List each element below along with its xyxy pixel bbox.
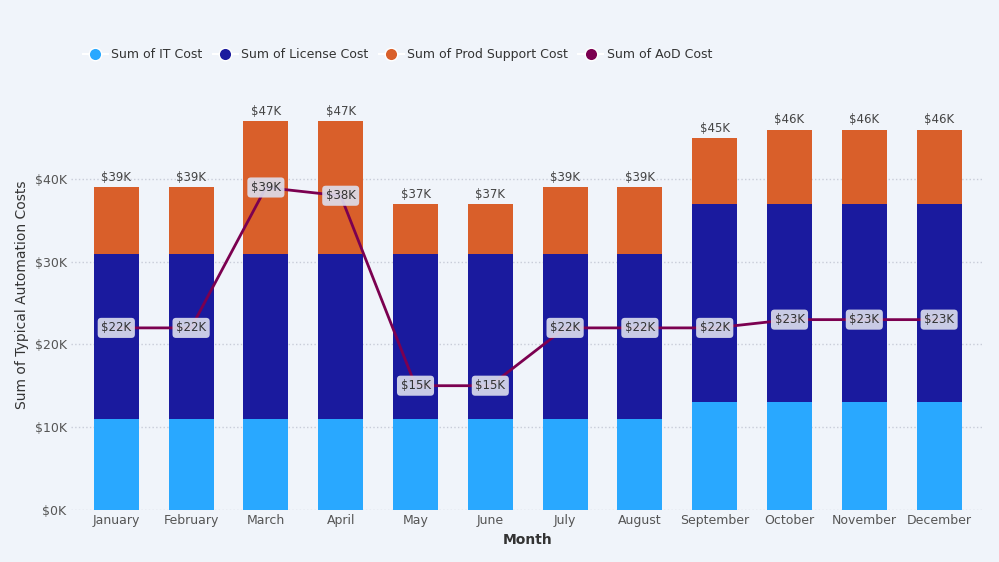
Bar [767,204,812,402]
Text: $37K: $37K [401,188,431,201]
Bar [767,130,812,204]
Bar [842,402,887,510]
Bar [468,204,512,253]
Text: $39K: $39K [550,171,580,184]
Bar [94,253,139,419]
Bar [94,188,139,253]
Text: $39K: $39K [101,171,131,184]
Bar [244,419,289,510]
Text: $46K: $46K [924,114,954,126]
Bar [468,419,512,510]
Bar [169,253,214,419]
Text: $37K: $37K [476,188,505,201]
Text: $23K: $23K [924,313,954,326]
Text: $23K: $23K [774,313,804,326]
Bar [617,188,662,253]
Bar [917,130,962,204]
Bar [319,253,364,419]
Bar [692,204,737,402]
Bar [393,419,438,510]
Bar [94,419,139,510]
Text: $47K: $47K [251,105,281,118]
Text: $22K: $22K [550,321,580,334]
Bar [917,402,962,510]
Text: $39K: $39K [251,181,281,194]
Text: $46K: $46K [849,114,879,126]
Bar [169,188,214,253]
Text: $39K: $39K [176,171,206,184]
Legend: Sum of IT Cost, Sum of License Cost, Sum of Prod Support Cost, Sum of AoD Cost: Sum of IT Cost, Sum of License Cost, Sum… [78,43,717,66]
Bar [542,253,587,419]
Text: $45K: $45K [699,121,729,135]
Text: $22K: $22K [176,321,206,334]
Text: $22K: $22K [101,321,131,334]
Text: $15K: $15K [476,379,505,392]
Text: $22K: $22K [699,321,730,334]
Bar [842,204,887,402]
Bar [169,419,214,510]
Bar [468,253,512,419]
Bar [767,402,812,510]
Bar [842,130,887,204]
Bar [319,121,364,253]
Bar [244,253,289,419]
Y-axis label: Sum of Typical Automation Costs: Sum of Typical Automation Costs [15,180,29,409]
Text: $15K: $15K [401,379,431,392]
Bar [692,402,737,510]
Bar [917,204,962,402]
Bar [319,419,364,510]
Bar [542,188,587,253]
Text: $38K: $38K [326,189,356,202]
Bar [692,138,737,204]
Text: $23K: $23K [849,313,879,326]
Text: $47K: $47K [326,105,356,118]
Bar [542,419,587,510]
Text: $22K: $22K [624,321,655,334]
Bar [617,419,662,510]
Text: $46K: $46K [774,114,804,126]
Bar [393,204,438,253]
Bar [617,253,662,419]
X-axis label: Month: Month [502,533,552,547]
Bar [393,253,438,419]
Bar [244,121,289,253]
Text: $39K: $39K [625,171,655,184]
